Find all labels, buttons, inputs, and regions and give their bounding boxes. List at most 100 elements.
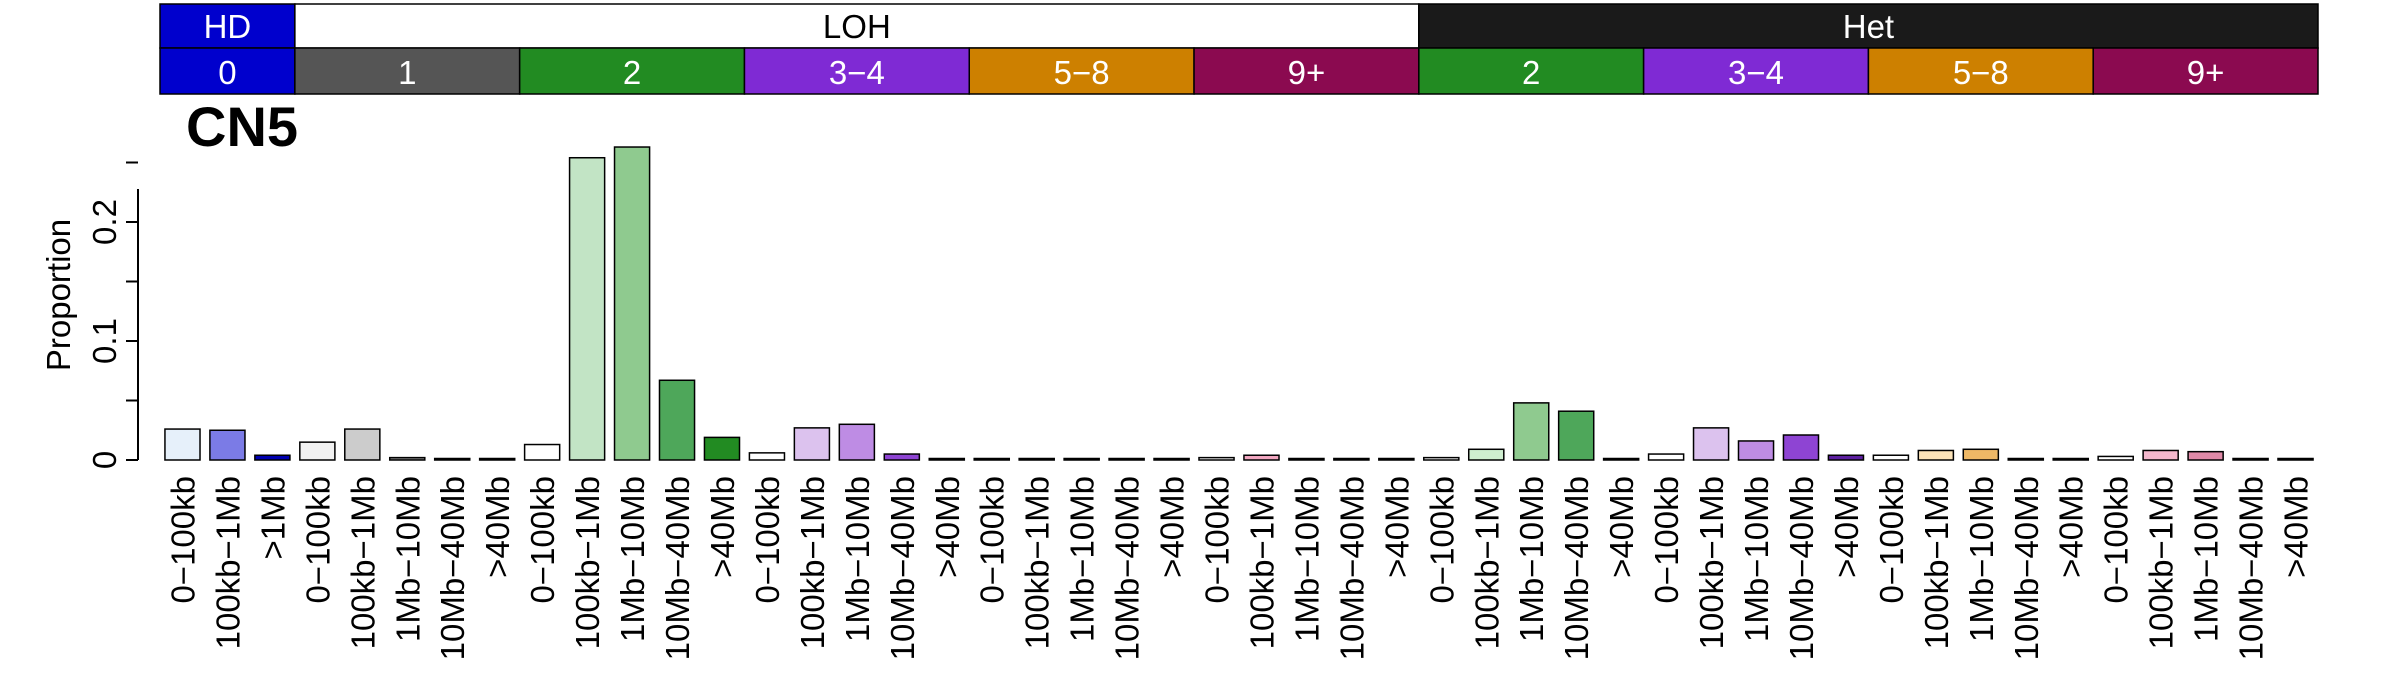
group-header-box [294, 3, 1420, 49]
y-tick-label: 0.1 [86, 318, 123, 364]
bar [2187, 450, 2224, 461]
bar [2052, 457, 2090, 461]
x-tick-label: >40Mb [929, 476, 966, 578]
y-axis: 0 0.1 0.2 [86, 161, 139, 469]
bar [523, 443, 561, 461]
copy-number-header-box [1867, 47, 2094, 95]
bar [1602, 457, 1640, 461]
copy-number-header-label: 2 [623, 54, 641, 91]
bar [838, 423, 876, 461]
x-tick-label: 0−100kb [749, 476, 786, 604]
bar [1243, 454, 1280, 461]
bar [2142, 449, 2179, 461]
x-tick-label: 100kb−1Mb [344, 476, 381, 649]
x-tick-label: 10Mb−40Mb [659, 476, 696, 660]
bar [793, 427, 831, 461]
x-tick-label: 0−100kb [974, 476, 1011, 604]
x-tick-label: 0−100kb [1199, 476, 1236, 604]
bar [1782, 434, 1820, 461]
copy-number-header-box [518, 47, 746, 95]
copy-number-header-label: 0 [218, 54, 236, 91]
x-tick-label: 1Mb−10Mb [389, 476, 426, 642]
copy-number-header-label: 3−4 [1728, 54, 1784, 91]
x-tick-label: 10Mb−40Mb [2233, 476, 2270, 660]
bar [703, 436, 741, 461]
x-tick-label: 1Mb−10Mb [839, 476, 876, 642]
bar [2277, 457, 2314, 461]
bar [1872, 454, 1910, 461]
group-header-box [1418, 3, 2319, 49]
bar [658, 379, 696, 461]
bar [433, 457, 471, 461]
bar [2232, 457, 2269, 461]
bar [613, 146, 651, 461]
copy-number-header-label: 9+ [2187, 54, 2225, 91]
x-tick-label: 10Mb−40Mb [1558, 476, 1595, 660]
x-tick-label: 0−100kb [1873, 476, 1910, 604]
bar [299, 441, 336, 461]
chart-title: CN5 [186, 95, 298, 158]
bar [1153, 457, 1190, 461]
copy-number-header-box [968, 47, 1195, 95]
header-group-row: HD LOH Het [159, 3, 2319, 49]
x-tick-label: 0−100kb [1648, 476, 1685, 604]
bar [1108, 457, 1145, 461]
bar [254, 454, 291, 461]
copy-number-header-label: 5−8 [1953, 54, 2009, 91]
bar [748, 452, 786, 461]
x-tick-label: >1Mb [254, 476, 291, 559]
bar [164, 428, 201, 461]
x-axis-tick-labels: 0−100kb 100kb−1Mb >1Mb 0−100kb 100kb−1Mb 1Mb−… [164, 476, 2314, 660]
x-tick-label: 1Mb−10Mb [1288, 476, 1325, 642]
x-tick-label: 100kb−1Mb [1468, 476, 1505, 649]
bar [209, 429, 246, 461]
x-tick-label: 100kb−1Mb [2143, 476, 2180, 649]
x-tick-label: >40Mb [1828, 476, 1865, 578]
bar [1198, 456, 1235, 461]
x-tick-label: 1Mb−10Mb [1064, 476, 1101, 642]
copy-number-header-label: 5−8 [1054, 54, 1110, 91]
x-tick-label: >40Mb [2053, 476, 2090, 578]
bar [1423, 456, 1460, 461]
copy-number-header-box [294, 47, 521, 95]
x-tick-label: >40Mb [2278, 476, 2315, 578]
header-copy-number-row: 0 1 2 3−4 5−8 9+ 2 3−4 5−8 9+ [159, 47, 2319, 95]
y-axis-label: Proportion [40, 219, 77, 371]
copy-number-header-box [1193, 47, 1420, 95]
copy-number-header-box [2092, 47, 2319, 95]
bar [1827, 454, 1865, 461]
bar [1647, 453, 1685, 461]
bar [1512, 402, 1550, 461]
x-tick-label: 10Mb−40Mb [884, 476, 921, 660]
copy-number-header-label: 1 [398, 54, 416, 91]
bar [1917, 449, 1955, 461]
bar [1557, 410, 1595, 461]
x-tick-label: 10Mb−40Mb [2008, 476, 2045, 660]
x-tick-label: >40Mb [704, 476, 741, 578]
bar [973, 457, 1011, 461]
x-tick-label: 100kb−1Mb [1918, 476, 1955, 649]
bar [1333, 457, 1370, 461]
x-tick-label: 0−100kb [2098, 476, 2135, 604]
copy-number-header-box [743, 47, 970, 95]
x-tick-label: 10Mb−40Mb [1333, 476, 1370, 660]
bar [1467, 448, 1505, 461]
group-header-label: Het [1843, 8, 1894, 45]
x-tick-label: 10Mb−40Mb [434, 476, 471, 660]
bar [1018, 457, 1055, 461]
x-tick-label: >40Mb [1378, 476, 1415, 578]
bars [164, 146, 2314, 461]
x-tick-label: 1Mb−10Mb [1738, 476, 1775, 642]
copy-number-header-label: 9+ [1288, 54, 1326, 91]
x-tick-label: 10Mb−40Mb [1783, 476, 1820, 660]
y-tick-label: 0 [86, 451, 123, 469]
bar [2097, 455, 2134, 461]
x-tick-label: 1Mb−10Mb [614, 476, 651, 642]
group-header-box [159, 3, 296, 49]
x-tick-label: 0−100kb [524, 476, 561, 604]
bar [883, 453, 921, 461]
x-tick-label: 100kb−1Mb [569, 476, 606, 649]
bar [1737, 440, 1775, 461]
bar [1692, 427, 1730, 461]
